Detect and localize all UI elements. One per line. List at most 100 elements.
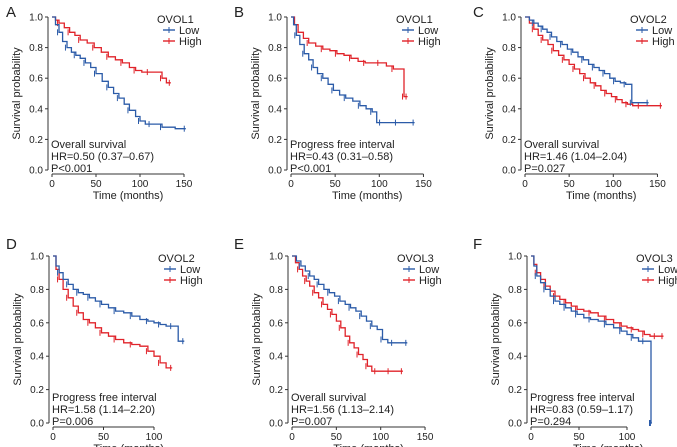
panel-letter: D (6, 236, 17, 253)
y-tick-label: 0.2 (502, 135, 516, 146)
legend-title: OVOL2 (158, 253, 195, 265)
y-axis-label: Survival probability (250, 47, 262, 140)
y-tick-label: 0.4 (502, 104, 516, 115)
y-tick-label: 0.2 (508, 385, 522, 396)
x-tick-label: 0 (50, 432, 56, 443)
y-tick-label: 1.0 (269, 252, 283, 263)
y-tick-label: 0.6 (268, 74, 282, 85)
x-tick-label: 50 (98, 432, 110, 443)
survival-curve-high (531, 255, 664, 337)
survival-curve-low (292, 255, 408, 344)
legend-label-low: Low (418, 25, 438, 37)
x-axis-label: Time (months) (332, 190, 403, 202)
panel-letter: A (6, 4, 16, 21)
x-tick-label: 100 (371, 179, 388, 190)
x-tick-label: 0 (288, 179, 294, 190)
survival-curve-high (53, 255, 173, 369)
legend-title: OVOL3 (636, 253, 673, 265)
panel-a: A 0.0 0.2 0.4 0.6 0.8 1.0 0 50 100 150 Survival pro… (6, 4, 202, 202)
y-tick-label: 0.4 (508, 352, 522, 363)
y-tick-label: 0.6 (502, 74, 516, 85)
survival-curve-high (291, 16, 408, 98)
y-tick-label: 0.0 (268, 166, 282, 177)
x-axis-label: Time (months) (566, 190, 637, 202)
annotation-p-value: P<0.001 (290, 163, 331, 175)
x-axis-label: Time (months) (333, 443, 404, 447)
y-tick-label: 0.2 (29, 135, 43, 146)
panel-letter: F (473, 236, 482, 253)
x-tick-label: 100 (372, 432, 389, 443)
annotation-p-value: P=0.007 (291, 416, 332, 428)
survival-curve-high (52, 16, 171, 84)
legend-label-low: Low (179, 25, 199, 37)
y-axis-label: Survival probability (12, 293, 24, 386)
y-tick-label: 0.4 (29, 104, 43, 115)
annotation-hazard-ratio: HR=1.46 (1.04–2.04) (524, 151, 627, 163)
y-axis-label: Survival probability (490, 293, 502, 386)
y-tick-label: 0.6 (269, 318, 283, 329)
y-tick-label: 0.8 (29, 43, 43, 54)
x-tick-label: 0 (522, 179, 528, 190)
y-tick-label: 0.2 (30, 385, 44, 396)
x-tick-label: 50 (564, 179, 576, 190)
panel-c: C 0.0 0.2 0.4 0.6 0.8 1.0 0 50 100 150 Survival pro… (473, 4, 675, 202)
y-tick-label: 0.8 (268, 43, 282, 54)
survival-curve-low (525, 16, 649, 104)
x-tick-label: 0 (528, 432, 534, 443)
panel-letter: E (234, 236, 244, 253)
panel-d: D 0.0 0.2 0.4 0.6 0.8 1.0 0 50 100 Survival probab… (6, 236, 203, 447)
legend-label-low: Low (658, 264, 677, 276)
x-tick-label: 150 (649, 179, 666, 190)
annotation-p-value: P=0.027 (524, 163, 565, 175)
panel-b: B 0.0 0.2 0.4 0.6 0.8 1.0 0 50 100 150 Survival pro… (234, 4, 441, 202)
y-tick-label: 0.0 (502, 166, 516, 177)
annotation-p-value: P=0.006 (52, 416, 93, 428)
y-axis-label: Survival probability (251, 293, 263, 386)
annotation-hazard-ratio: HR=1.58 (1.14–2.20) (52, 404, 155, 416)
y-tick-label: 0.8 (269, 285, 283, 296)
legend-label-high: High (652, 36, 675, 48)
legend-label-high: High (419, 275, 442, 287)
x-tick-label: 100 (619, 432, 636, 443)
x-tick-label: 150 (415, 179, 432, 190)
survival-curve-low (531, 255, 652, 424)
y-tick-label: 1.0 (502, 13, 516, 24)
y-tick-label: 0.6 (29, 74, 43, 85)
annotation-endpoint: Progress free interval (52, 392, 157, 404)
x-axis-label: Time (months) (93, 443, 164, 447)
legend-label-high: High (179, 36, 202, 48)
x-tick-label: 100 (132, 179, 149, 190)
annotation-p-value: P=0.294 (530, 416, 571, 428)
x-tick-label: 50 (331, 432, 343, 443)
y-tick-label: 1.0 (508, 252, 522, 263)
x-tick-label: 150 (417, 432, 434, 443)
y-tick-label: 1.0 (30, 252, 44, 263)
annotation-hazard-ratio: HR=0.83 (0.59–1.17) (530, 404, 633, 416)
x-tick-label: 100 (146, 432, 163, 443)
x-tick-label: 50 (573, 432, 585, 443)
legend-label-low: Low (419, 264, 439, 276)
y-tick-label: 0.6 (508, 318, 522, 329)
y-tick-label: 0.6 (30, 318, 44, 329)
annotation-endpoint: Overall survival (51, 139, 126, 151)
survival-curve-high (292, 255, 403, 372)
legend-title: OVOL1 (396, 14, 433, 26)
y-tick-label: 0.0 (508, 419, 522, 430)
survival-curve-low (52, 16, 186, 130)
legend-label-high: High (180, 275, 203, 287)
panel-letter: B (234, 4, 244, 21)
y-tick-label: 1.0 (268, 13, 282, 24)
x-tick-label: 50 (90, 179, 102, 190)
annotation-endpoint: Progress free interval (290, 139, 395, 151)
annotation-p-value: P<0.001 (51, 163, 92, 175)
y-axis-label: Survival probability (11, 47, 23, 140)
y-tick-label: 0.8 (508, 285, 522, 296)
annotation-hazard-ratio: HR=1.56 (1.13–2.14) (291, 404, 394, 416)
legend-title: OVOL2 (630, 14, 667, 26)
legend-title: OVOL3 (397, 253, 434, 265)
x-tick-label: 50 (330, 179, 342, 190)
legend-label-low: Low (180, 264, 200, 276)
y-tick-label: 0.0 (30, 419, 44, 430)
legend-label-low: Low (652, 25, 672, 37)
